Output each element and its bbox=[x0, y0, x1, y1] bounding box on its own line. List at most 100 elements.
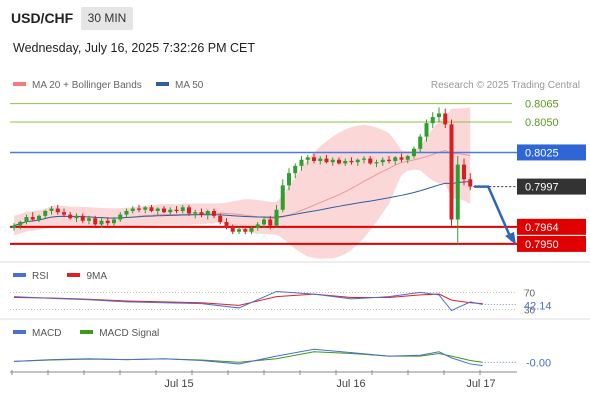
candle-body bbox=[87, 218, 91, 221]
candle-body bbox=[74, 215, 79, 219]
legend-bollinger-label: MA 20 + Bollinger Bands bbox=[32, 80, 142, 91]
candle-body bbox=[293, 165, 298, 174]
candle-body bbox=[280, 185, 285, 210]
candle-body bbox=[362, 158, 366, 160]
candle-body bbox=[437, 113, 441, 118]
rsi-level-label: 30 bbox=[524, 306, 536, 317]
candle-body bbox=[243, 229, 248, 232]
candle-body bbox=[112, 219, 116, 224]
candle-body bbox=[37, 215, 41, 220]
candle-body bbox=[380, 159, 385, 163]
macd-legend: MACD MACD Signal bbox=[13, 328, 159, 339]
rsi-level-label: 70 bbox=[524, 288, 536, 299]
candle-body bbox=[199, 212, 204, 215]
current-price-label: 0.7997 bbox=[525, 182, 559, 194]
macd-signal-legend-label: MACD Signal bbox=[99, 328, 160, 339]
candle-body bbox=[187, 207, 191, 214]
candle-body bbox=[405, 156, 410, 160]
macd-current-value: -0.00 bbox=[526, 357, 551, 369]
candle-body bbox=[155, 208, 160, 211]
candle-body bbox=[355, 159, 360, 163]
legend-ma50-label: MA 50 bbox=[175, 80, 204, 91]
candle-body bbox=[93, 218, 98, 225]
candle-body bbox=[337, 159, 341, 164]
candle-body bbox=[287, 173, 291, 186]
candle-body bbox=[124, 210, 129, 215]
candle-body bbox=[30, 217, 35, 220]
candle-body bbox=[168, 209, 173, 213]
candle-body bbox=[393, 157, 398, 161]
rsi-swatch bbox=[13, 273, 26, 278]
bollinger-band bbox=[14, 107, 471, 259]
support-label: 0.7950 bbox=[525, 239, 559, 251]
datetime-label: Wednesday, July 16, 2025 7:32:26 PM CET bbox=[13, 41, 256, 55]
candle-body bbox=[262, 219, 266, 225]
candle-body bbox=[255, 224, 260, 229]
candle-body bbox=[330, 159, 335, 163]
candle-body bbox=[193, 212, 198, 214]
current-price-box bbox=[517, 178, 586, 195]
macd-signal-line bbox=[13, 351, 483, 363]
candle-body bbox=[449, 124, 454, 220]
candle-body bbox=[68, 214, 73, 219]
candle-body bbox=[49, 208, 54, 211]
macd-signal-swatch bbox=[80, 330, 94, 335]
candle-body bbox=[162, 208, 166, 213]
symbol-title: USD/CHF bbox=[11, 10, 74, 26]
candle-body bbox=[149, 207, 154, 211]
macd-swatch bbox=[13, 330, 26, 335]
candle-body bbox=[343, 160, 348, 164]
candle-body bbox=[324, 158, 329, 163]
candle-body bbox=[55, 208, 60, 213]
candle-body bbox=[80, 215, 85, 221]
candle-body bbox=[24, 217, 29, 222]
candle-body bbox=[274, 209, 279, 226]
candle-body bbox=[368, 158, 373, 164]
candle-body bbox=[305, 157, 310, 160]
bollinger-swatch bbox=[13, 82, 26, 87]
rsi-current-value: 42.14 bbox=[524, 300, 552, 312]
rsi-line bbox=[13, 290, 483, 312]
rsi-ma-legend-label: 9MA bbox=[86, 271, 108, 282]
candle-body bbox=[143, 207, 148, 210]
candle-body bbox=[174, 209, 179, 211]
candle-body bbox=[462, 164, 466, 180]
legend-bollinger: MA 20 + Bollinger Bands bbox=[13, 80, 142, 91]
candle-body bbox=[424, 123, 429, 137]
candle-body bbox=[105, 220, 110, 224]
candle-body bbox=[99, 220, 104, 225]
candle-body bbox=[443, 113, 448, 125]
support-label-box bbox=[517, 218, 586, 235]
candle-body bbox=[374, 162, 379, 164]
candle-body bbox=[399, 157, 404, 160]
pivot-label: 0.8025 bbox=[525, 147, 559, 159]
resistance-label: 0.8050 bbox=[525, 117, 559, 129]
pivot-label-box bbox=[517, 144, 586, 161]
candle-body bbox=[12, 225, 16, 229]
support-label-box bbox=[517, 235, 586, 252]
macd-line bbox=[13, 348, 483, 367]
candle-body bbox=[212, 210, 216, 216]
forecast-arrowhead bbox=[505, 231, 516, 245]
candle-body bbox=[230, 226, 235, 232]
candle-body bbox=[430, 117, 435, 124]
time-axis-label: Jul 15 bbox=[164, 378, 193, 390]
timeframe-button[interactable]: 30 MIN bbox=[81, 7, 133, 30]
candle-body bbox=[18, 221, 23, 226]
candle-body bbox=[62, 212, 66, 215]
macd-legend-label: MACD bbox=[32, 328, 62, 339]
candle-body bbox=[43, 210, 48, 216]
support-label: 0.7964 bbox=[525, 222, 559, 234]
rsi-legend-label: RSI bbox=[32, 271, 49, 282]
ma50-swatch bbox=[156, 82, 169, 87]
resistance-label: 0.8065 bbox=[525, 99, 559, 111]
rsi-ma-line bbox=[13, 293, 483, 306]
candle-body bbox=[299, 159, 304, 166]
candle-body bbox=[218, 215, 223, 222]
candle-body bbox=[349, 160, 354, 163]
ma50-line bbox=[13, 181, 471, 227]
candle-body bbox=[237, 229, 241, 232]
candle-body bbox=[224, 221, 229, 227]
candle-body bbox=[130, 208, 135, 211]
